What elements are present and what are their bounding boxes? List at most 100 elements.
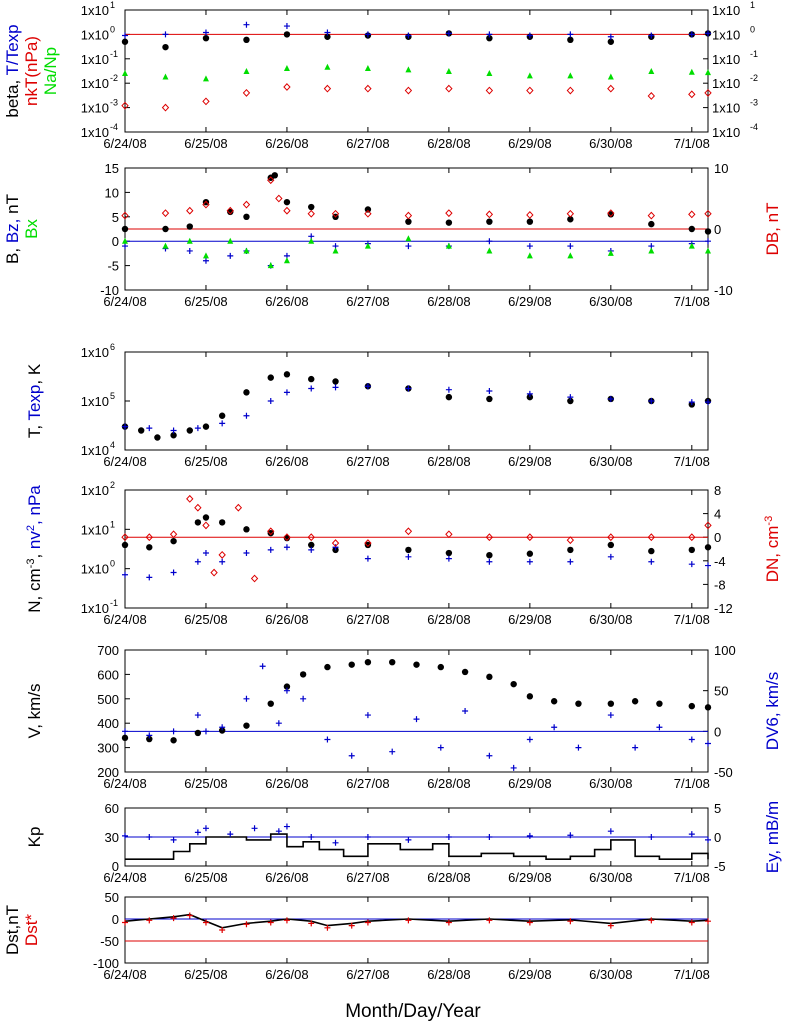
data-point: [647, 533, 656, 542]
data-point: [170, 569, 177, 576]
axis-label-part: , K: [25, 363, 44, 384]
y-tick-label: 1x10: [81, 125, 109, 140]
data-point: [283, 917, 290, 924]
x-tick-label: 6/27/08: [346, 294, 389, 309]
data-point: [405, 836, 412, 843]
data-point: [607, 395, 614, 402]
data-point: [607, 922, 614, 929]
data-point: [486, 917, 493, 924]
data-point: [161, 103, 170, 112]
data-point: [170, 432, 177, 439]
data-point: [348, 661, 355, 668]
x-tick-label: 6/29/08: [508, 454, 551, 469]
data-point: [146, 425, 153, 432]
data-point: [445, 555, 452, 562]
data-point: [275, 194, 283, 203]
data-point: [122, 237, 128, 244]
data-point: [324, 63, 331, 70]
series-line: [125, 833, 709, 861]
x-tick-label: 6/28/08: [427, 454, 470, 469]
x-tick-label: 6/26/08: [265, 776, 308, 791]
data-point: [405, 385, 412, 392]
x-tick-label: 6/29/08: [508, 612, 551, 627]
data-point: [550, 698, 558, 705]
x-tick-label: 6/29/08: [508, 967, 551, 982]
data-point: [526, 393, 534, 401]
data-point: [704, 544, 712, 551]
data-point: [283, 257, 290, 264]
data-point: [170, 537, 177, 545]
data-point: [688, 919, 695, 926]
x-tick-label: 6/28/08: [427, 612, 470, 627]
data-point: [526, 218, 534, 225]
y-tick-label: 5: [112, 210, 119, 225]
data-point: [607, 553, 614, 560]
data-point: [364, 834, 371, 840]
data-point: [267, 398, 274, 404]
x-tick-label: 6/25/08: [184, 776, 227, 791]
axis-label-part: , nPa: [25, 485, 44, 525]
data-point: [688, 736, 695, 743]
data-point: [267, 700, 274, 707]
y-tick-exponent: 6: [110, 342, 115, 352]
x-tick-label: 6/26/08: [265, 612, 308, 627]
data-point: [121, 101, 129, 110]
data-point: [122, 728, 128, 735]
data-point: [526, 252, 533, 259]
x-tick-label: 7/1/08: [674, 776, 710, 791]
data-point: [688, 399, 695, 406]
data-point: [688, 831, 695, 838]
data-point: [121, 533, 129, 542]
data-point: [227, 831, 234, 838]
data-point: [186, 494, 194, 503]
data-point: [389, 748, 396, 755]
x-tick-label: 6/24/08: [103, 967, 146, 982]
data-point: [332, 247, 339, 254]
data-point: [146, 735, 153, 743]
y2-tick-label: 4: [714, 507, 721, 522]
y-tick-label: 0: [112, 859, 119, 874]
data-point: [688, 546, 696, 554]
axis-label-part: nkT(nPa): [22, 36, 41, 106]
y-tick-exponent: 1: [110, 0, 115, 10]
data-point: [704, 88, 712, 97]
axis-label: DV6, km/s: [763, 672, 782, 750]
data-point: [486, 238, 493, 245]
data-point: [607, 33, 614, 40]
y-tick-label: 1x10: [81, 76, 109, 91]
data-point: [486, 673, 493, 681]
data-point: [704, 704, 712, 711]
y-tick-label: 1x10: [81, 483, 109, 498]
y-tick-label: -5: [107, 259, 119, 274]
data-point: [405, 218, 412, 225]
axis-label: Na/Np: [41, 47, 60, 95]
data-point: [486, 247, 493, 254]
data-point: [121, 211, 129, 220]
data-point: [404, 86, 413, 95]
y-tick-label: 300: [97, 741, 119, 756]
data-point: [267, 262, 274, 269]
x-tick-label: 6/30/08: [589, 454, 632, 469]
data-point: [170, 427, 177, 434]
data-point: [234, 503, 243, 512]
data-point: [145, 533, 153, 542]
data-point: [267, 527, 275, 536]
x-tick-label: 6/28/08: [427, 967, 470, 982]
data-point: [461, 668, 469, 676]
data-point: [218, 412, 226, 419]
axis-label-part: T/Texp: [3, 24, 22, 75]
y2-tick-label: 0: [714, 530, 721, 545]
x-tick-label: 6/27/08: [346, 136, 389, 151]
data-point: [551, 724, 558, 731]
data-point: [251, 825, 258, 832]
data-point: [647, 211, 656, 220]
y-tick-label: 1x10: [81, 394, 109, 409]
data-point: [308, 203, 315, 211]
data-point: [308, 375, 315, 383]
x-tick-label: 6/24/08: [103, 454, 146, 469]
axis-label-part: Dst*: [22, 914, 41, 947]
data-point: [169, 530, 178, 539]
data-point: [146, 544, 153, 551]
data-point: [243, 695, 250, 702]
